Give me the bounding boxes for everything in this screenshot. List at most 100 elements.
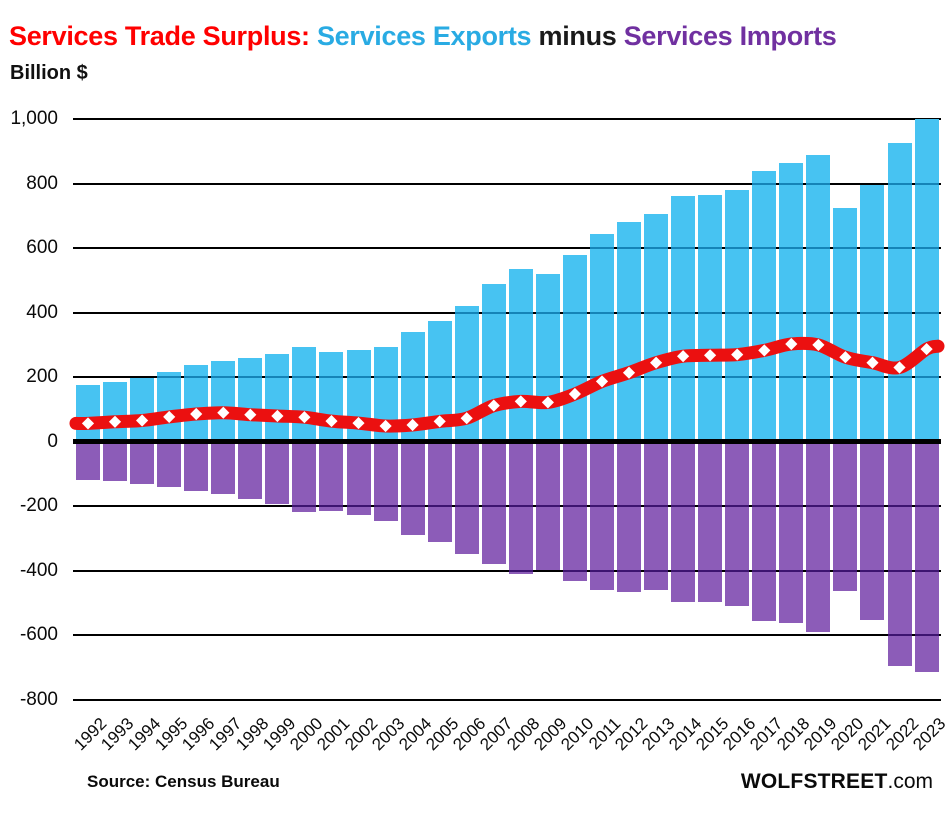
gridline-overlay [914, 247, 939, 250]
gridline--400 [73, 569, 941, 572]
gridline-overlay [914, 634, 939, 637]
exports-bar-2011 [589, 233, 614, 442]
gridline-1000 [73, 118, 941, 120]
imports-bar-1992 [76, 441, 100, 480]
imports-bar-1999 [265, 441, 290, 505]
imports-bar-1997 [211, 441, 236, 494]
gridline-overlay [427, 505, 452, 508]
gridline-overlay [887, 505, 912, 508]
imports-bar-1994 [130, 441, 155, 485]
gridline-overlay [725, 505, 750, 508]
branding-dotcom: .com [887, 770, 933, 793]
gridline-overlay [698, 569, 723, 572]
gridline-overlay [508, 569, 533, 572]
gridline-overlay [454, 311, 479, 314]
imports-bar-1996 [184, 441, 209, 491]
gridline-overlay [833, 505, 858, 508]
imports-bar-2015 [698, 441, 723, 603]
gridline-overlay [860, 376, 885, 379]
gridline-overlay [860, 247, 885, 250]
exports-bar-1998 [238, 357, 263, 442]
gridline-overlay [184, 376, 209, 379]
title-segment-3: Services Imports [623, 21, 837, 51]
exports-bar-1999 [265, 353, 290, 442]
gridline-overlay [589, 505, 614, 508]
gridline-overlay [806, 376, 831, 379]
gridline-overlay [617, 505, 641, 508]
gridline-overlay [725, 311, 750, 314]
gridline-overlay [481, 376, 506, 379]
gridline-overlay [617, 311, 641, 314]
gridline-overlay [779, 569, 804, 572]
gridline-overlay [211, 376, 236, 379]
exports-bar-2007 [481, 283, 506, 442]
gridline-overlay [589, 247, 614, 250]
gridline-overlay [914, 376, 939, 379]
imports-bar-2004 [400, 441, 425, 535]
gridline-overlay [914, 569, 939, 572]
gridline-overlay [319, 376, 344, 379]
gridline-400 [73, 311, 941, 314]
gridline-overlay [698, 311, 723, 314]
exports-bar-2000 [292, 346, 317, 442]
imports-bar-2013 [644, 441, 669, 591]
title-segment-0: Services Trade Surplus: [9, 21, 317, 51]
gridline-overlay [887, 634, 912, 637]
y-axis-label-0: 0 [47, 430, 58, 452]
gridline-overlay [698, 505, 723, 508]
imports-bar-2001 [319, 441, 344, 511]
gridline-overlay [833, 569, 858, 572]
gridline-overlay [562, 376, 587, 379]
gridline-overlay [589, 376, 614, 379]
gridline-overlay [589, 569, 614, 572]
gridline-overlay [806, 182, 831, 185]
exports-bar-2014 [671, 196, 696, 442]
gridline-overlay [508, 505, 533, 508]
gridline-overlay [887, 569, 912, 572]
gridline-overlay [752, 247, 777, 250]
y-axis-label-200: 200 [26, 366, 58, 388]
gridline--800 [73, 699, 941, 701]
gridline-overlay [265, 376, 290, 379]
y-axis-label-1000: 1,000 [10, 108, 58, 129]
gridline--600 [73, 634, 941, 637]
branding: WOLFSTREET.com [741, 770, 933, 794]
gridline-overlay [644, 311, 669, 314]
gridline-overlay [481, 505, 506, 508]
gridline-overlay [644, 376, 669, 379]
exports-bar-2008 [508, 269, 533, 442]
imports-bar-2017 [752, 441, 777, 621]
y-axis-label--400: -400 [19, 559, 58, 581]
gridline-overlay [779, 182, 804, 185]
gridline-overlay [535, 505, 560, 508]
gridline-overlay [427, 376, 452, 379]
gridline-overlay [562, 505, 587, 508]
gridline-overlay [454, 376, 479, 379]
gridline-overlay [833, 247, 858, 250]
imports-bar-2010 [562, 441, 587, 581]
imports-bar-2002 [346, 441, 371, 516]
gridline-800 [73, 182, 941, 185]
exports-bar-2001 [319, 352, 344, 442]
gridline-overlay [373, 376, 398, 379]
gridline-overlay [725, 569, 750, 572]
gridline-overlay [671, 569, 696, 572]
exports-bar-1997 [211, 360, 236, 442]
y-axis-label--800: -800 [19, 689, 58, 710]
gridline-overlay [833, 376, 858, 379]
gridline-overlay [779, 505, 804, 508]
zero-axis-line [73, 439, 941, 445]
gridline-overlay [698, 247, 723, 250]
exports-bar-1995 [157, 371, 182, 442]
exports-bar-2012 [617, 222, 641, 442]
gridline-overlay [752, 311, 777, 314]
gridline-overlay [671, 505, 696, 508]
gridline-overlay [454, 505, 479, 508]
title-segment-2: minus [531, 21, 624, 51]
gridline-overlay [806, 569, 831, 572]
y-axis-label--600: -600 [19, 624, 58, 646]
gridline-overlay [292, 376, 317, 379]
gridline-overlay [373, 505, 398, 508]
gridline-overlay [725, 247, 750, 250]
gridline-overlay [752, 505, 777, 508]
